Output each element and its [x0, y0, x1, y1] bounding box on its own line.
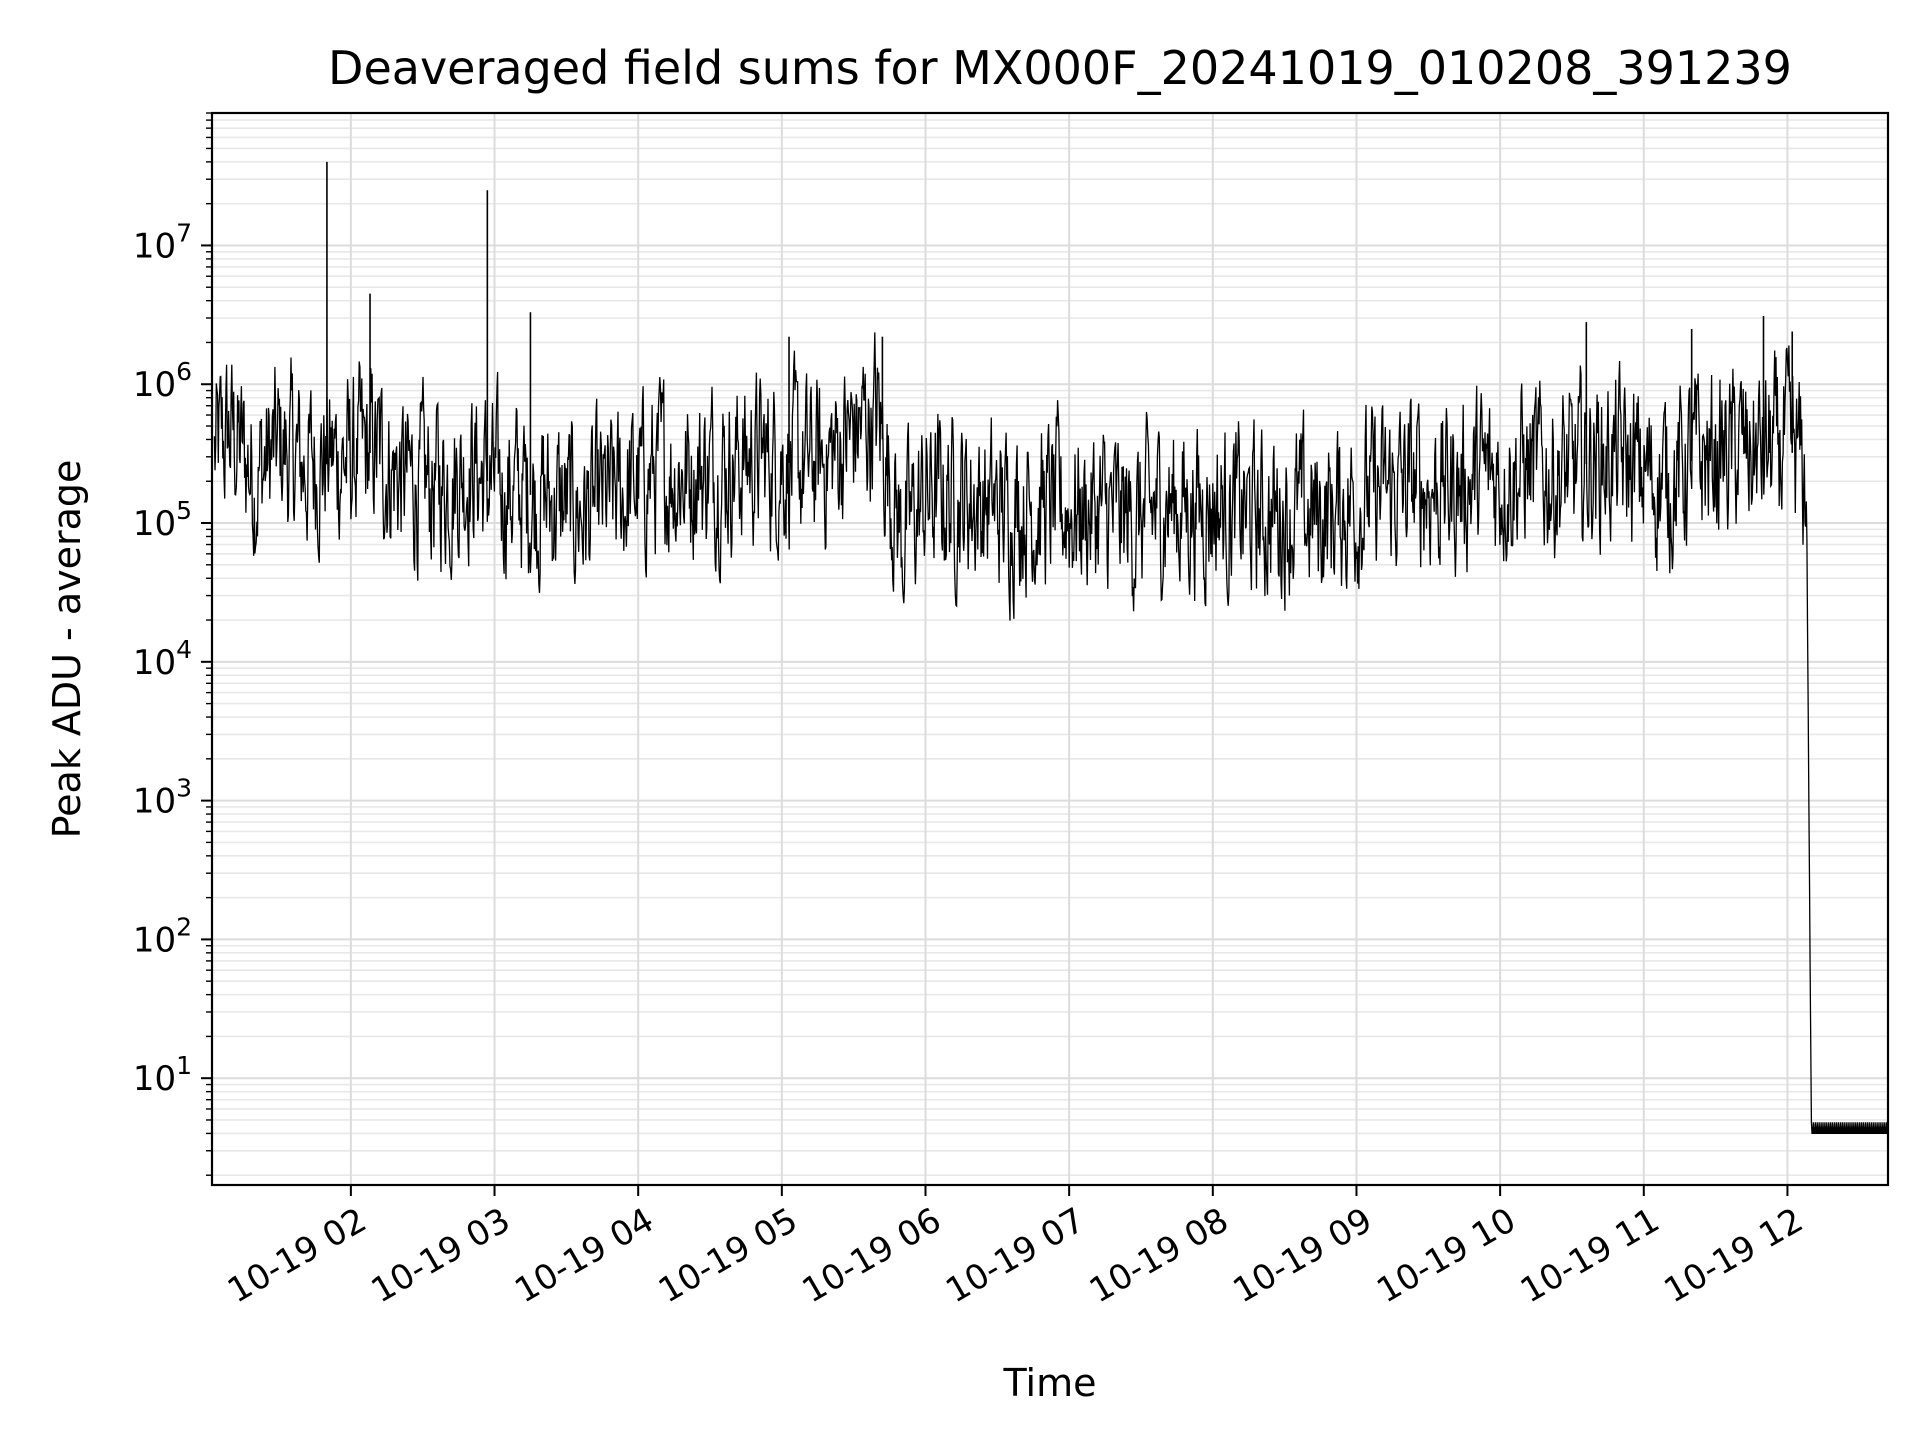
chart-title: Deaveraged field sums for MX000F_2024101… — [328, 41, 1792, 95]
y-tick-exponent: 4 — [176, 635, 192, 664]
series-layer — [213, 161, 1889, 1135]
y-tick-exponent: 3 — [176, 774, 192, 803]
grid-lines — [212, 112, 1888, 1185]
series-line — [213, 332, 1889, 1135]
y-tick-exponent: 7 — [176, 218, 192, 247]
x-axis-label: Time — [1003, 1361, 1097, 1405]
y-tick-exponent: 1 — [176, 1051, 192, 1080]
y-tick-exponent: 2 — [176, 912, 192, 941]
y-tick-exponent: 6 — [176, 357, 192, 386]
plot-frame — [210, 111, 1890, 1187]
y-tick-exponent: 5 — [176, 496, 192, 525]
y-axis-label: Peak ADU - average — [45, 460, 89, 839]
